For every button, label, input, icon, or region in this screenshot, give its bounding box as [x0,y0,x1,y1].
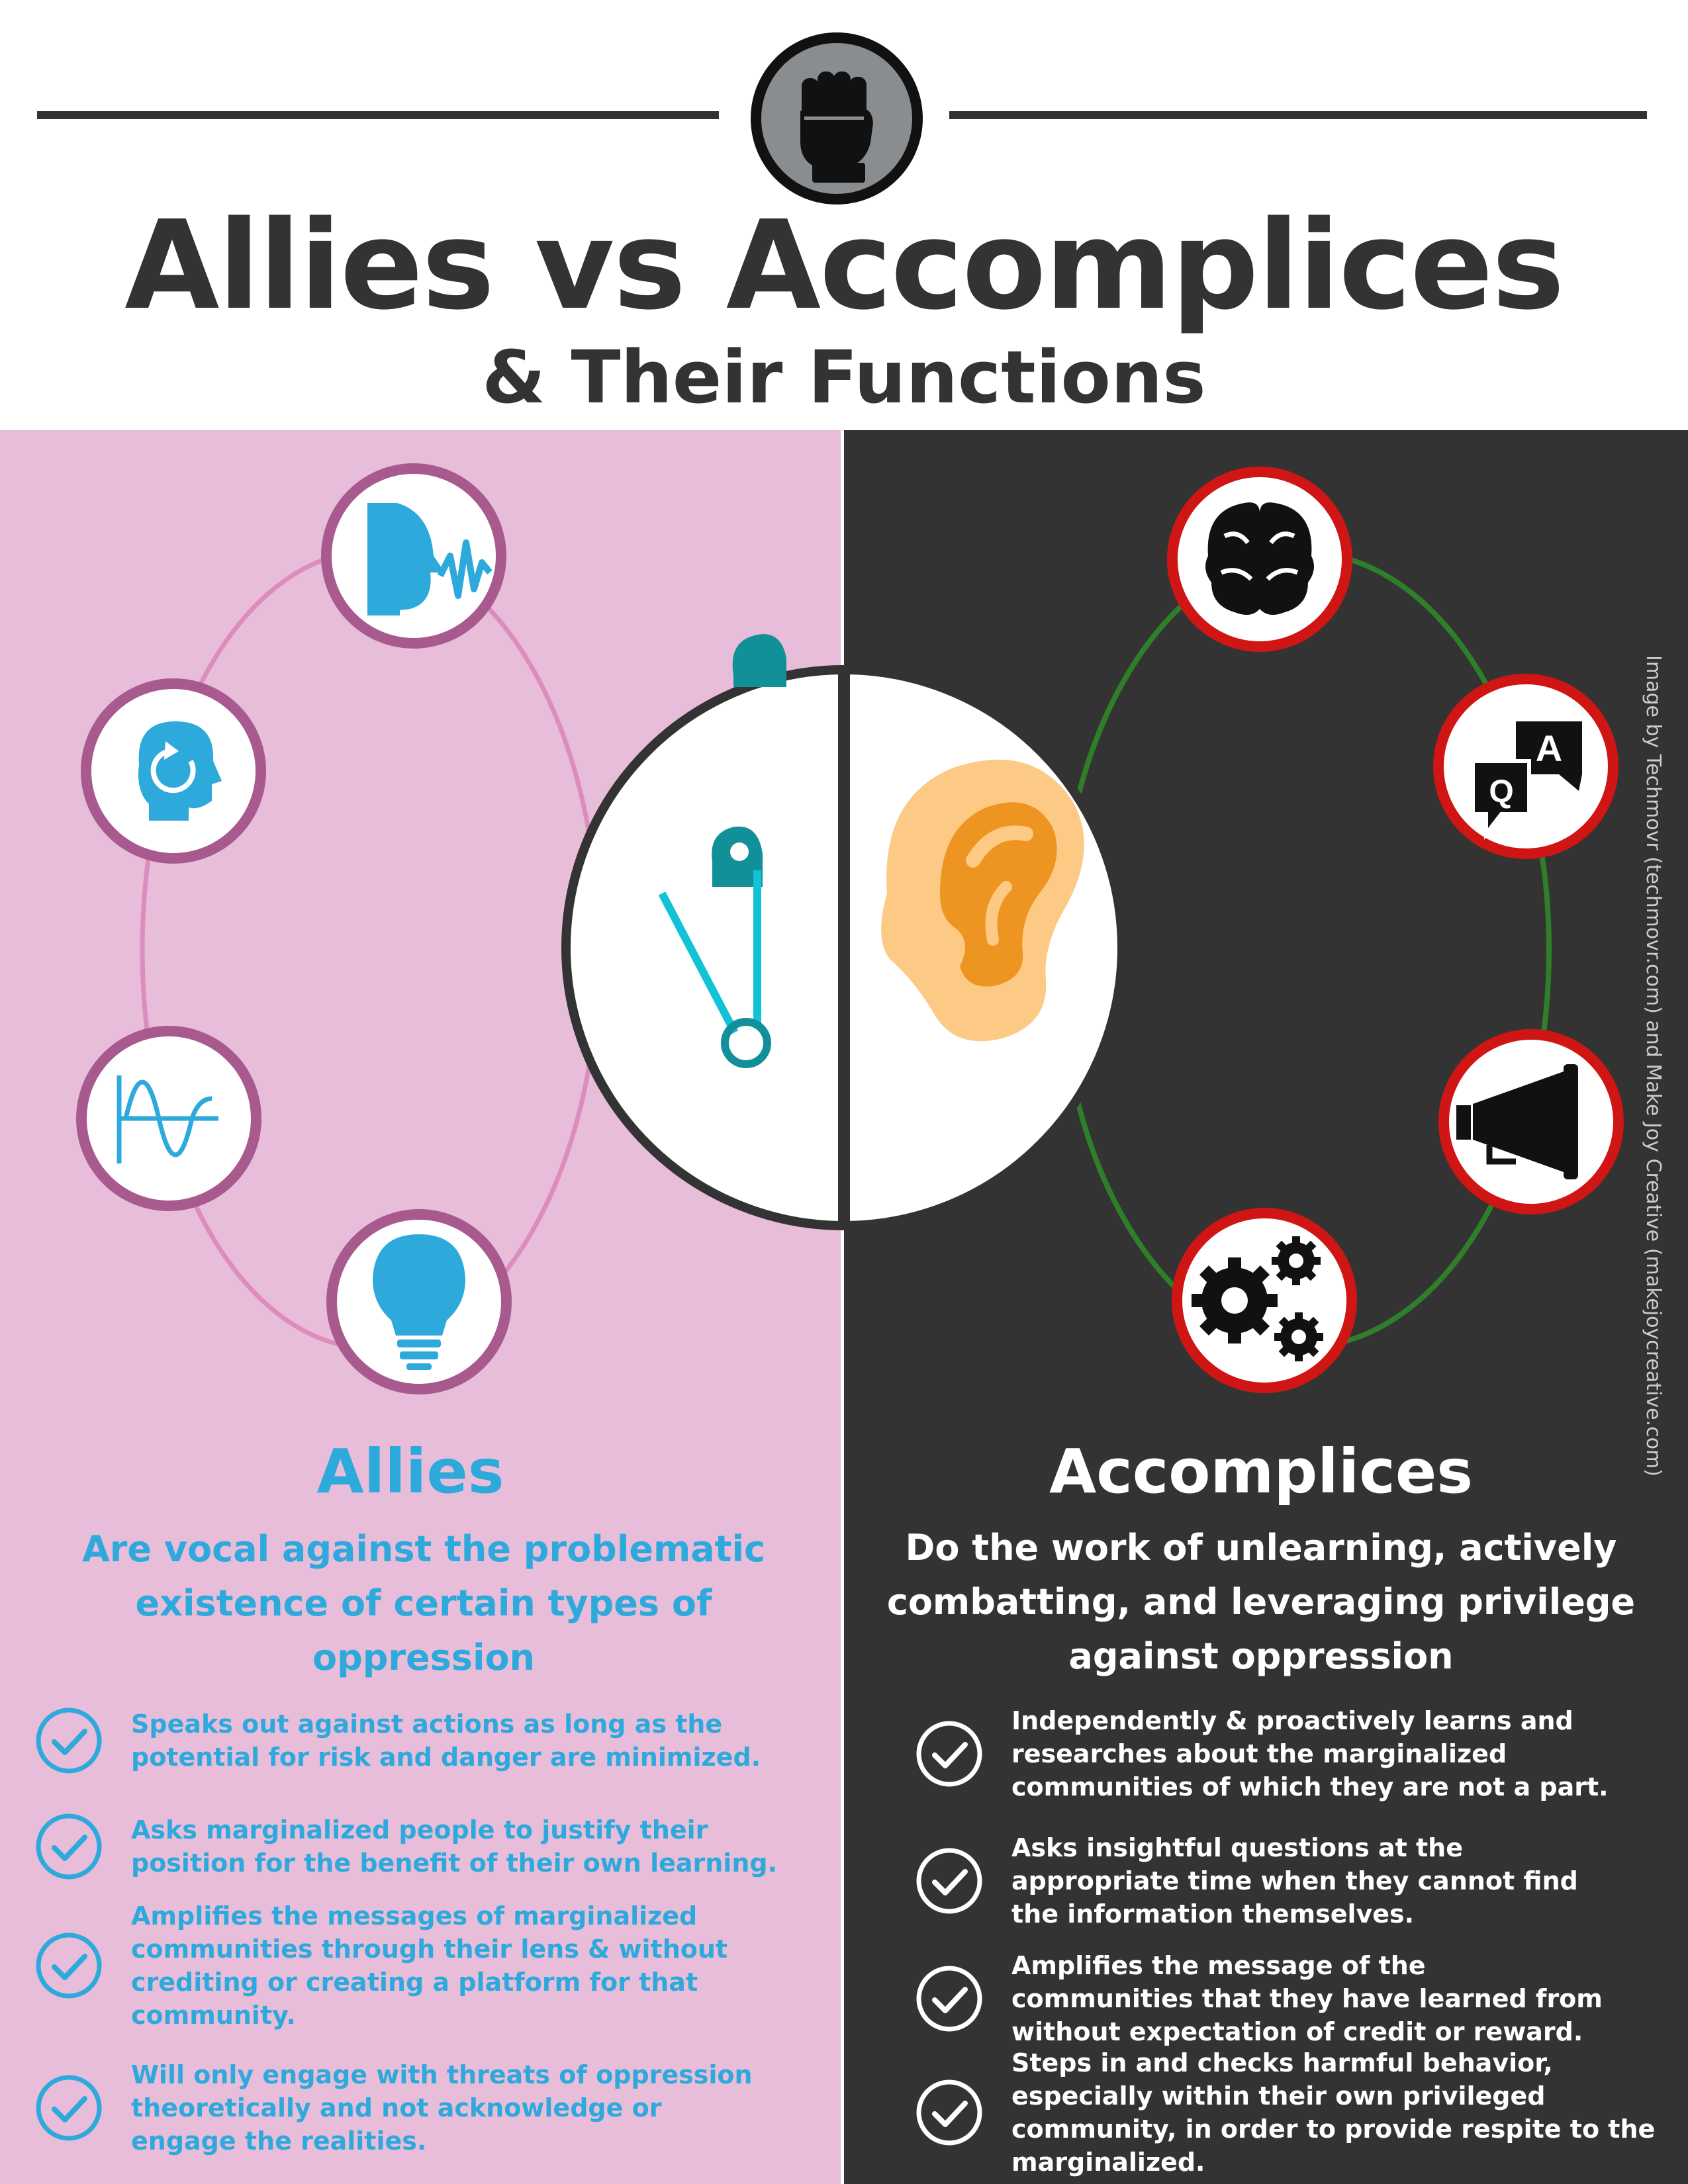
allies-accomplices-diagram: A Q [76,463,1624,1394]
allies-item-text: Will only engage with threats of oppress… [131,2060,753,2156]
head-refresh-icon [138,721,222,821]
allies-item: Speaks out against actions as long as th… [34,1704,809,1777]
sound-wave-icon [117,1075,218,1163]
qa-speech-bubbles-icon: A Q [1471,721,1582,840]
header-rule-right [949,111,1647,119]
check-circle-icon [36,1813,102,1880]
allies-item: Asks marginalized people to justify thei… [34,1810,809,1883]
check-circle-icon [916,1848,982,1914]
megaphone-icon [1456,1064,1578,1179]
light-bulb-icon [373,1234,465,1370]
allies-item-text: Asks marginalized people to justify thei… [131,1815,778,1878]
allies-item-text: Speaks out against actions as long as th… [131,1709,761,1772]
check-circle-icon [36,1933,102,1999]
accomplices-node-qa: A Q [1433,674,1618,859]
main-title: Allies vs Accomplices [124,194,1564,337]
qa-letter-q: Q [1489,774,1513,809]
check-circle-icon [916,1966,982,2032]
accomplices-node-gears [1172,1208,1357,1393]
sub-title: & Their Functions [482,335,1206,420]
accomplices-node-megaphone [1438,1029,1624,1214]
image-credit: Image by Techmovr (techmovr.com) and Mak… [1642,655,1665,1477]
header-rule-left [37,111,719,119]
accomplices-item: Independently & proactively learns and r… [915,1701,1669,1807]
accomplices-description: Do the work of unlearning, actively comb… [886,1527,1636,1677]
check-circle-icon [36,2075,102,2141]
check-circle-icon [36,1707,102,1774]
accomplices-heading: Accomplices [1049,1436,1473,1507]
accomplices-item: Asks insightful questions at the appropr… [915,1828,1669,1934]
allies-item-text: Amplifies the messages of marginalized c… [131,1901,728,2030]
accomplices-item: Amplifies the message of the communities… [915,1946,1669,2052]
allies-node-wave [76,1026,261,1211]
brain-icon [1205,502,1314,615]
accomplices-item-text: Steps in and checks harmful behavior, es… [1011,2048,1656,2177]
allies-description: Are vocal against the problematic existe… [81,1528,766,1678]
allies-node-speaking [321,463,506,649]
accomplices-item-text: Independently & proactively learns and r… [1011,1706,1609,1801]
accomplices-item-text: Asks insightful questions at the appropr… [1011,1833,1578,1929]
allies-item: Will only engage with threats of oppress… [34,2058,809,2158]
allies-heading: Allies [316,1436,504,1507]
allies-item: Amplifies the messages of marginalized c… [34,1901,809,2030]
allies-node-bulb [326,1209,512,1394]
accomplices-node-brain [1167,467,1352,652]
gears-icon [1192,1236,1323,1361]
speaking-head-icon [367,503,445,615]
allies-node-head [81,678,266,864]
ear-icon [881,759,1084,1042]
check-circle-icon [916,2079,982,2146]
safety-pin-icon [658,634,786,1068]
qa-letter-a: A [1536,727,1562,769]
raised-fist-icon [751,32,923,205]
check-circle-icon [916,1721,982,1787]
accomplices-item-text: Amplifies the message of the communities… [1011,1951,1603,2046]
accomplices-item: Steps in and checks harmful behavior, es… [915,2048,1669,2177]
